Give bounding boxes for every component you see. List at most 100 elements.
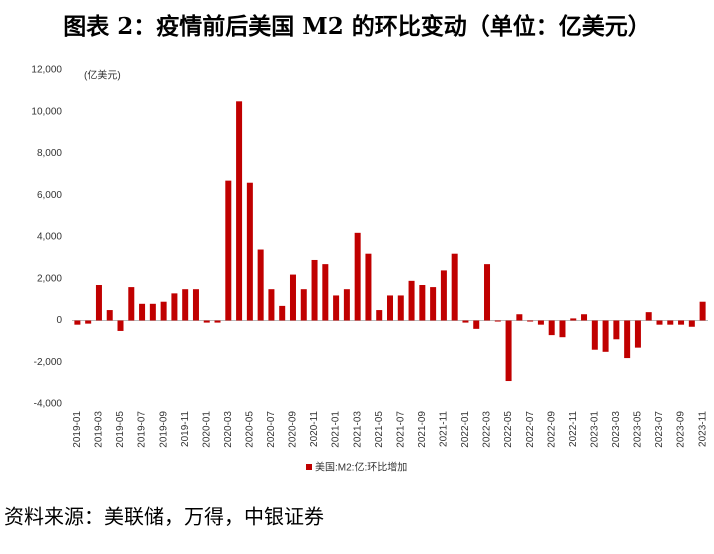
x-tick-label: 2022-01: [460, 411, 471, 448]
x-tick-label: 2021-05: [374, 411, 385, 448]
bar: [236, 101, 243, 321]
y-tick-label: -4,000: [34, 399, 63, 410]
bar: [225, 180, 232, 321]
bar: [160, 301, 167, 321]
bar: [613, 320, 620, 340]
bar: [214, 320, 221, 323]
x-tick-label: 2021-03: [352, 411, 363, 448]
y-tick-label: 6,000: [37, 190, 62, 201]
bar: [484, 264, 491, 321]
bar: [656, 320, 663, 325]
y-tick-label: 0: [56, 315, 62, 326]
x-tick-label: 2019-11: [180, 411, 191, 447]
bar: [117, 320, 124, 331]
bar: [149, 303, 156, 321]
bar: [322, 264, 329, 321]
bar: [74, 320, 81, 325]
bar: [203, 320, 210, 323]
x-tick-label: 2019-07: [137, 411, 148, 448]
bar: [537, 320, 544, 325]
x-tick-label: 2019-05: [115, 411, 126, 448]
bar: [516, 314, 523, 321]
bar: [128, 287, 135, 321]
bar: [289, 274, 296, 321]
legend-swatch: [306, 464, 312, 470]
x-tick-label: 2020-01: [201, 411, 212, 448]
bar: [397, 295, 404, 321]
x-tick-label: 2020-11: [309, 411, 320, 447]
bar: [300, 289, 307, 321]
x-tick-label: 2021-07: [395, 411, 406, 448]
bar: [430, 287, 437, 321]
x-tick-label: 2019-09: [158, 411, 169, 448]
x-tick-label: 2020-05: [245, 411, 256, 448]
bar: [667, 320, 674, 325]
x-tick-label: 2022-09: [546, 411, 557, 448]
bar: [106, 310, 113, 321]
x-tick-label: 2021-11: [439, 411, 450, 447]
bar: [473, 320, 480, 329]
x-tick-label: 2020-09: [288, 411, 299, 448]
bar: [494, 320, 501, 322]
unit-label: (亿美元): [84, 69, 121, 82]
x-tick-label: 2020-07: [266, 411, 277, 448]
bar: [440, 270, 447, 321]
x-tick-label: 2023-11: [697, 411, 708, 447]
bar: [678, 320, 685, 325]
bar: [192, 289, 199, 321]
y-tick-label: 4,000: [37, 232, 62, 243]
bar: [699, 301, 706, 321]
x-tick-label: 2020-03: [223, 411, 234, 448]
bar: [279, 305, 286, 321]
bar: [559, 320, 566, 338]
x-tick-label: 2022-11: [568, 411, 579, 447]
bar: [624, 320, 631, 359]
x-tick-label: 2023-07: [654, 411, 665, 448]
x-tick-label: 2022-07: [525, 411, 536, 448]
x-tick-label: 2022-05: [503, 411, 514, 448]
y-tick-label: 8,000: [37, 148, 62, 159]
bar: [548, 320, 555, 336]
chart-title: 图表 2：疫情前后美国 M2 的环比变动（单位：亿美元）: [63, 13, 651, 40]
bar: [387, 295, 393, 321]
x-tick-label: 2019-01: [72, 411, 83, 448]
bar: [645, 312, 652, 321]
bar: [139, 303, 146, 321]
bar: [570, 318, 577, 321]
y-tick-label: 10,000: [31, 106, 62, 117]
bar: [257, 249, 264, 321]
bar: [408, 280, 415, 321]
bar: [688, 320, 695, 327]
legend-label: 美国:M2:亿:环比增加: [315, 461, 407, 474]
bar: [591, 320, 598, 350]
bar: [268, 289, 275, 321]
bar: [182, 289, 189, 321]
bar: [354, 232, 361, 321]
bar: [311, 259, 318, 321]
y-tick-label: 2,000: [37, 273, 62, 284]
bar: [581, 314, 588, 321]
x-tick-label: 2019-03: [94, 411, 105, 448]
x-tick-label: 2023-01: [589, 411, 600, 448]
bar: [171, 293, 178, 321]
x-tick-label: 2023-03: [611, 411, 622, 448]
y-tick-label: -2,000: [34, 357, 63, 368]
bar: [343, 289, 350, 321]
x-tick-label: 2023-05: [633, 411, 644, 448]
bar: [462, 320, 469, 323]
bar: [376, 310, 383, 321]
x-tick-label: 2023-09: [676, 411, 687, 448]
y-tick-label: 12,000: [31, 65, 62, 76]
bar: [505, 320, 512, 382]
bar: [95, 285, 102, 321]
bar: [365, 253, 372, 321]
bar: [451, 253, 458, 321]
bar: [527, 320, 534, 322]
bar: [602, 320, 609, 352]
bar: [85, 320, 92, 324]
bar: [333, 295, 340, 321]
bar: [634, 320, 641, 348]
x-tick-label: 2021-01: [331, 411, 342, 448]
x-tick-label: 2021-09: [417, 411, 428, 448]
